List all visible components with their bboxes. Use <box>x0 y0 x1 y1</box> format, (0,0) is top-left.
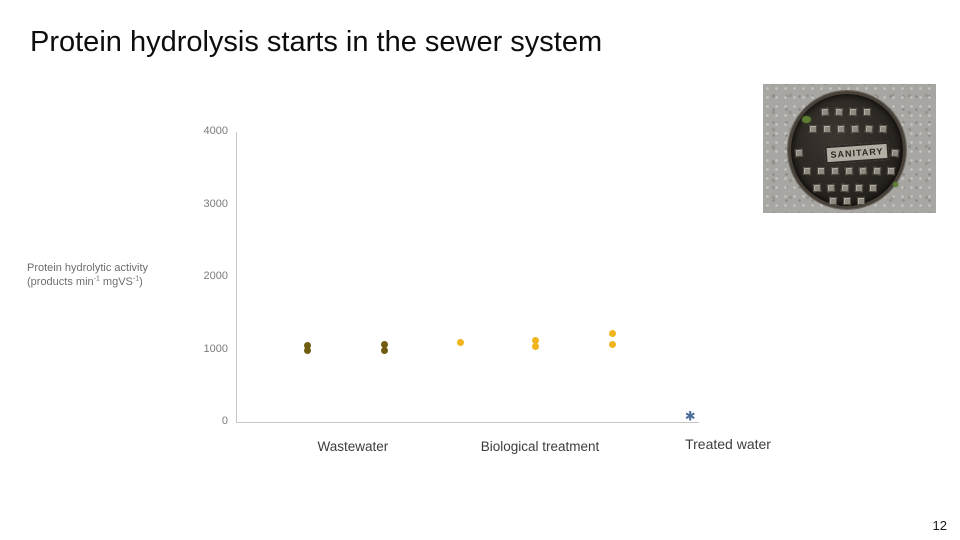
data-point <box>609 341 617 349</box>
manhole-stud <box>817 167 825 175</box>
y-axis-tick-label: 1000 <box>203 342 228 355</box>
x-axis-category-label: Wastewater <box>317 439 389 454</box>
y-axis-tick-label: 0 <box>221 415 228 427</box>
y-axis-label: Protein hydrolytic activity (products mi… <box>27 261 197 289</box>
x-axis-line <box>236 422 699 423</box>
data-point <box>381 347 389 355</box>
data-point <box>381 340 389 348</box>
data-point <box>456 338 464 346</box>
data-point <box>303 347 311 355</box>
page-number: 12 <box>932 518 947 533</box>
data-point <box>532 343 540 351</box>
manhole-cover: SANITARY <box>788 91 906 209</box>
y-axis-line <box>236 132 237 422</box>
y-axis-tick-label: 4000 <box>203 125 228 137</box>
data-point <box>303 342 311 350</box>
manhole-photo: SANITARY <box>763 84 936 213</box>
data-point <box>609 330 617 338</box>
data-point: ✱ <box>684 409 696 425</box>
data-point <box>532 336 540 344</box>
moss-patch <box>893 182 898 187</box>
slide-title: Protein hydrolysis starts in the sewer s… <box>30 26 603 58</box>
moss-patch <box>802 116 811 123</box>
y-axis-label-line2: (products min-1 mgVS-1) <box>27 275 143 288</box>
x-axis-category-label: Biological treatment <box>480 439 600 454</box>
y-axis-label-line1: Protein hydrolytic activity <box>27 262 149 274</box>
y-axis-tick-label: 2000 <box>203 270 228 282</box>
y-axis-tick-label: 3000 <box>203 197 228 210</box>
x-axis-category-label: Treated water <box>685 436 771 452</box>
